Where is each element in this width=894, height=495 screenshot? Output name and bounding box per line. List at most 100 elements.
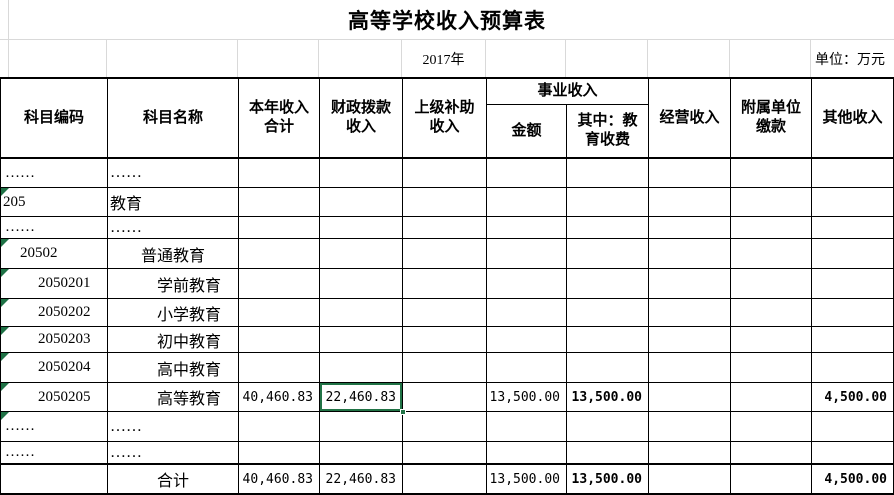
cell-subject-code[interactable]	[1, 465, 107, 493]
cell-value[interactable]	[402, 353, 486, 382]
cell-value[interactable]	[566, 239, 648, 268]
cell-value[interactable]	[811, 269, 893, 298]
cell-subject-code[interactable]: ……	[5, 219, 35, 235]
cell-value[interactable]	[486, 188, 566, 216]
header-amount[interactable]: 金额	[486, 105, 566, 157]
meta-cell[interactable]	[647, 40, 729, 77]
header-superior-subsidy[interactable]: 上级补助 收入	[402, 79, 486, 157]
page-title[interactable]: 高等学校收入预算表	[0, 0, 894, 40]
cell-value[interactable]	[402, 412, 486, 441]
cell-value[interactable]	[648, 465, 730, 493]
cell-subject-code[interactable]: 2050203	[1, 327, 107, 352]
meta-cell[interactable]	[237, 40, 318, 77]
cell-subject-name[interactable]: ……	[107, 412, 238, 441]
cell-subject-name[interactable]: 普通教育	[107, 239, 238, 268]
cell-value[interactable]	[648, 239, 730, 268]
cell-subject-name[interactable]: 小学教育	[107, 299, 238, 326]
cell-value[interactable]	[319, 269, 402, 298]
cell-value[interactable]	[648, 269, 730, 298]
cell-value[interactable]	[811, 353, 893, 382]
cell-value[interactable]	[319, 159, 402, 187]
cell-value[interactable]	[730, 327, 811, 352]
cell-value[interactable]: 4,500.00	[811, 465, 893, 493]
cell-value[interactable]: 13,500.00	[566, 465, 648, 493]
meta-cell[interactable]	[318, 40, 401, 77]
cell-value[interactable]	[486, 412, 566, 441]
cell-value[interactable]	[730, 188, 811, 216]
header-total-income[interactable]: 本年收入 合计	[238, 79, 319, 157]
selected-cell[interactable]: 22,460.83	[319, 383, 406, 415]
cell-value[interactable]	[238, 353, 319, 382]
cell-subject-name[interactable]: 初中教育	[107, 327, 238, 352]
cell-value[interactable]	[648, 353, 730, 382]
cell-value[interactable]	[319, 299, 402, 326]
cell-value[interactable]	[730, 159, 811, 187]
meta-unit[interactable]: 单位：万元	[810, 40, 894, 77]
meta-cell[interactable]	[0, 40, 106, 77]
cell-subject-name[interactable]: 教育	[107, 188, 238, 216]
cell-value[interactable]	[648, 442, 730, 463]
cell-value[interactable]	[811, 159, 893, 187]
cell-value[interactable]	[238, 442, 319, 463]
cell-value[interactable]	[811, 412, 893, 441]
cell-subject-name[interactable]: ……	[107, 442, 238, 463]
cell-value[interactable]	[402, 442, 486, 463]
cell-value[interactable]	[648, 299, 730, 326]
header-subject-name[interactable]: 科目名称	[107, 79, 238, 157]
cell-value[interactable]	[811, 188, 893, 216]
header-education-fees[interactable]: 其中：教 育收费	[566, 105, 648, 157]
cell-value[interactable]	[402, 217, 486, 238]
cell-value[interactable]	[238, 239, 319, 268]
cell-value[interactable]	[648, 217, 730, 238]
cell-value[interactable]	[319, 327, 402, 352]
cell-value[interactable]	[238, 159, 319, 187]
cell-value[interactable]	[566, 442, 648, 463]
cell-value[interactable]	[730, 412, 811, 441]
header-affiliated-payments[interactable]: 附属单位 缴款	[730, 79, 811, 157]
header-business-income-group[interactable]: 事业收入	[486, 79, 648, 105]
cell-value[interactable]	[486, 442, 566, 463]
cell-value[interactable]	[486, 299, 566, 326]
cell-value[interactable]	[648, 412, 730, 441]
cell-subject-code[interactable]: ……	[5, 444, 35, 460]
cell-value[interactable]	[238, 327, 319, 352]
cell-value[interactable]	[648, 159, 730, 187]
cell-value[interactable]	[648, 327, 730, 352]
cell-value[interactable]	[402, 159, 486, 187]
cell-value[interactable]	[402, 383, 486, 411]
cell-value[interactable]	[566, 269, 648, 298]
cell-value[interactable]	[238, 299, 319, 326]
cell-value[interactable]	[730, 239, 811, 268]
meta-cell[interactable]	[106, 40, 237, 77]
cell-subject-code[interactable]: ……	[5, 164, 35, 181]
cell-value[interactable]	[402, 327, 486, 352]
cell-value[interactable]	[319, 188, 402, 216]
cell-subject-name[interactable]: 高中教育	[107, 353, 238, 382]
cell-value[interactable]	[238, 217, 319, 238]
cell-value[interactable]: 13,500.00	[486, 383, 566, 411]
cell-value[interactable]	[566, 299, 648, 326]
header-other-income[interactable]: 其他收入	[811, 79, 893, 157]
cell-value[interactable]	[486, 159, 566, 187]
cell-value[interactable]	[730, 217, 811, 238]
cell-value[interactable]	[566, 188, 648, 216]
cell-value[interactable]: 22,460.83	[319, 465, 402, 493]
cell-value[interactable]: 13,500.00	[486, 465, 566, 493]
meta-cell[interactable]	[565, 40, 647, 77]
cell-value[interactable]	[566, 159, 648, 187]
cell-subject-code[interactable]: 205	[1, 188, 107, 216]
cell-value[interactable]	[486, 239, 566, 268]
cell-value[interactable]	[319, 239, 402, 268]
cell-value[interactable]	[319, 353, 402, 382]
cell-subject-name[interactable]: ……	[107, 159, 238, 187]
cell-subject-code[interactable]: 2050202	[1, 299, 107, 326]
cell-value[interactable]	[566, 412, 648, 441]
cell-value[interactable]	[730, 299, 811, 326]
cell-value[interactable]	[566, 217, 648, 238]
cell-value[interactable]	[238, 412, 319, 441]
cell-subject-name[interactable]: 学前教育	[107, 269, 238, 298]
header-fiscal-allocation[interactable]: 财政拨款 收入	[319, 79, 402, 157]
cell-value[interactable]	[486, 327, 566, 352]
cell-value[interactable]: 13,500.00	[566, 383, 648, 411]
cell-value[interactable]	[566, 327, 648, 352]
